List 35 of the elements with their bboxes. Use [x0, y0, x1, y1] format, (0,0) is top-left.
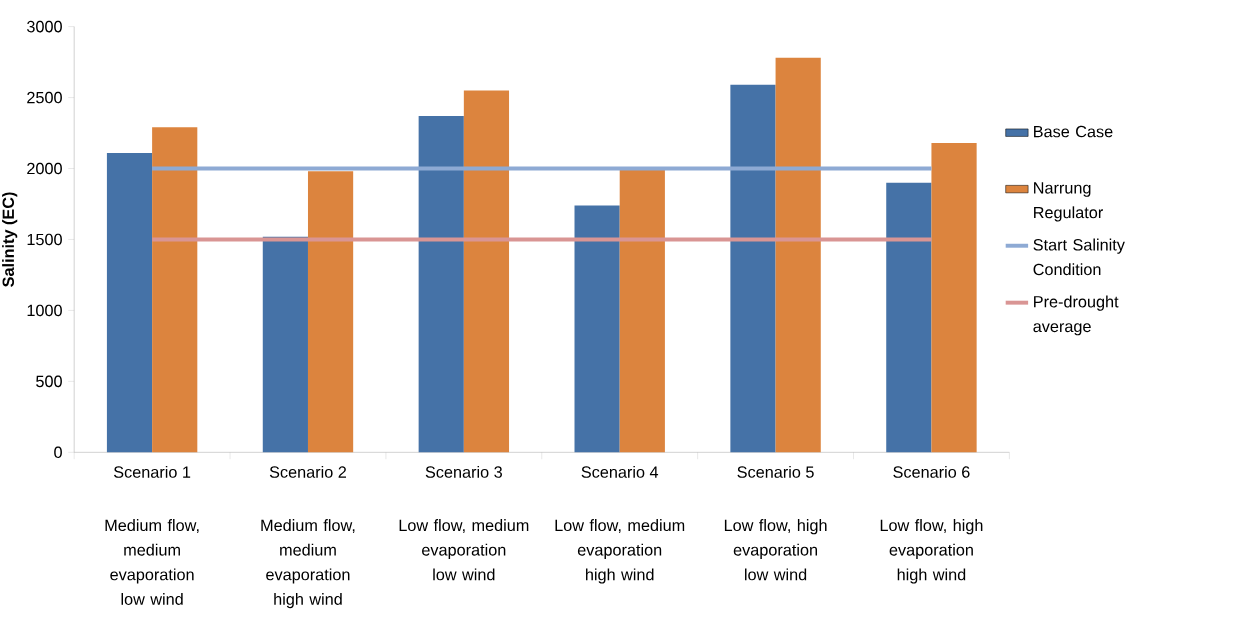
- text: Medium flow, medium evaporation low wind: [105, 519, 199, 606]
- bar: [106, 153, 153, 453]
- y-tick-label: 500: [36, 375, 62, 388]
- y-tick-label: 2500: [27, 91, 62, 104]
- bar: [730, 84, 776, 453]
- bar: [463, 90, 510, 453]
- y-tick-label: 1000: [27, 304, 62, 317]
- y-tick-label: 2000: [27, 162, 62, 175]
- text: Medium flow, medium evaporation high wind: [261, 519, 355, 609]
- x-tick-label: Scenario 5: [737, 466, 814, 478]
- text: Low flow, high evaporation high wind: [880, 519, 983, 584]
- legend-label: Base Case: [1034, 125, 1113, 138]
- bar: [152, 127, 198, 453]
- text: Low flow, high evaporation low wind: [724, 519, 827, 581]
- x-tick-label: Scenario 2: [269, 466, 347, 478]
- bar: [307, 171, 354, 453]
- text: Low flow, medium evaporation high wind: [555, 519, 685, 584]
- bar: [775, 57, 821, 453]
- y-tick-label: 0: [54, 446, 62, 459]
- x-tick-label: Scenario 6: [893, 466, 970, 478]
- legend-label: Start Salinity Condition: [1033, 238, 1125, 276]
- bar: [886, 182, 932, 453]
- x-tick-label: Scenario 4: [581, 466, 659, 478]
- bar: [619, 170, 665, 453]
- y-tick-label: 3000: [27, 21, 62, 33]
- bar: [931, 143, 977, 453]
- legend-label: Pre-drought average: [1033, 295, 1119, 336]
- x-tick-label: Scenario 1: [113, 466, 191, 478]
- text: Low flow, medium evaporation low wind: [399, 519, 529, 581]
- legend-label: Narrung Regulator: [1034, 182, 1103, 222]
- y-tick-label: 1500: [27, 233, 62, 246]
- y-axis-title: Salinity (EC): [2, 192, 18, 288]
- x-tick-label: Scenario 3: [425, 466, 502, 478]
- bar: [418, 116, 464, 453]
- bar: [574, 205, 620, 453]
